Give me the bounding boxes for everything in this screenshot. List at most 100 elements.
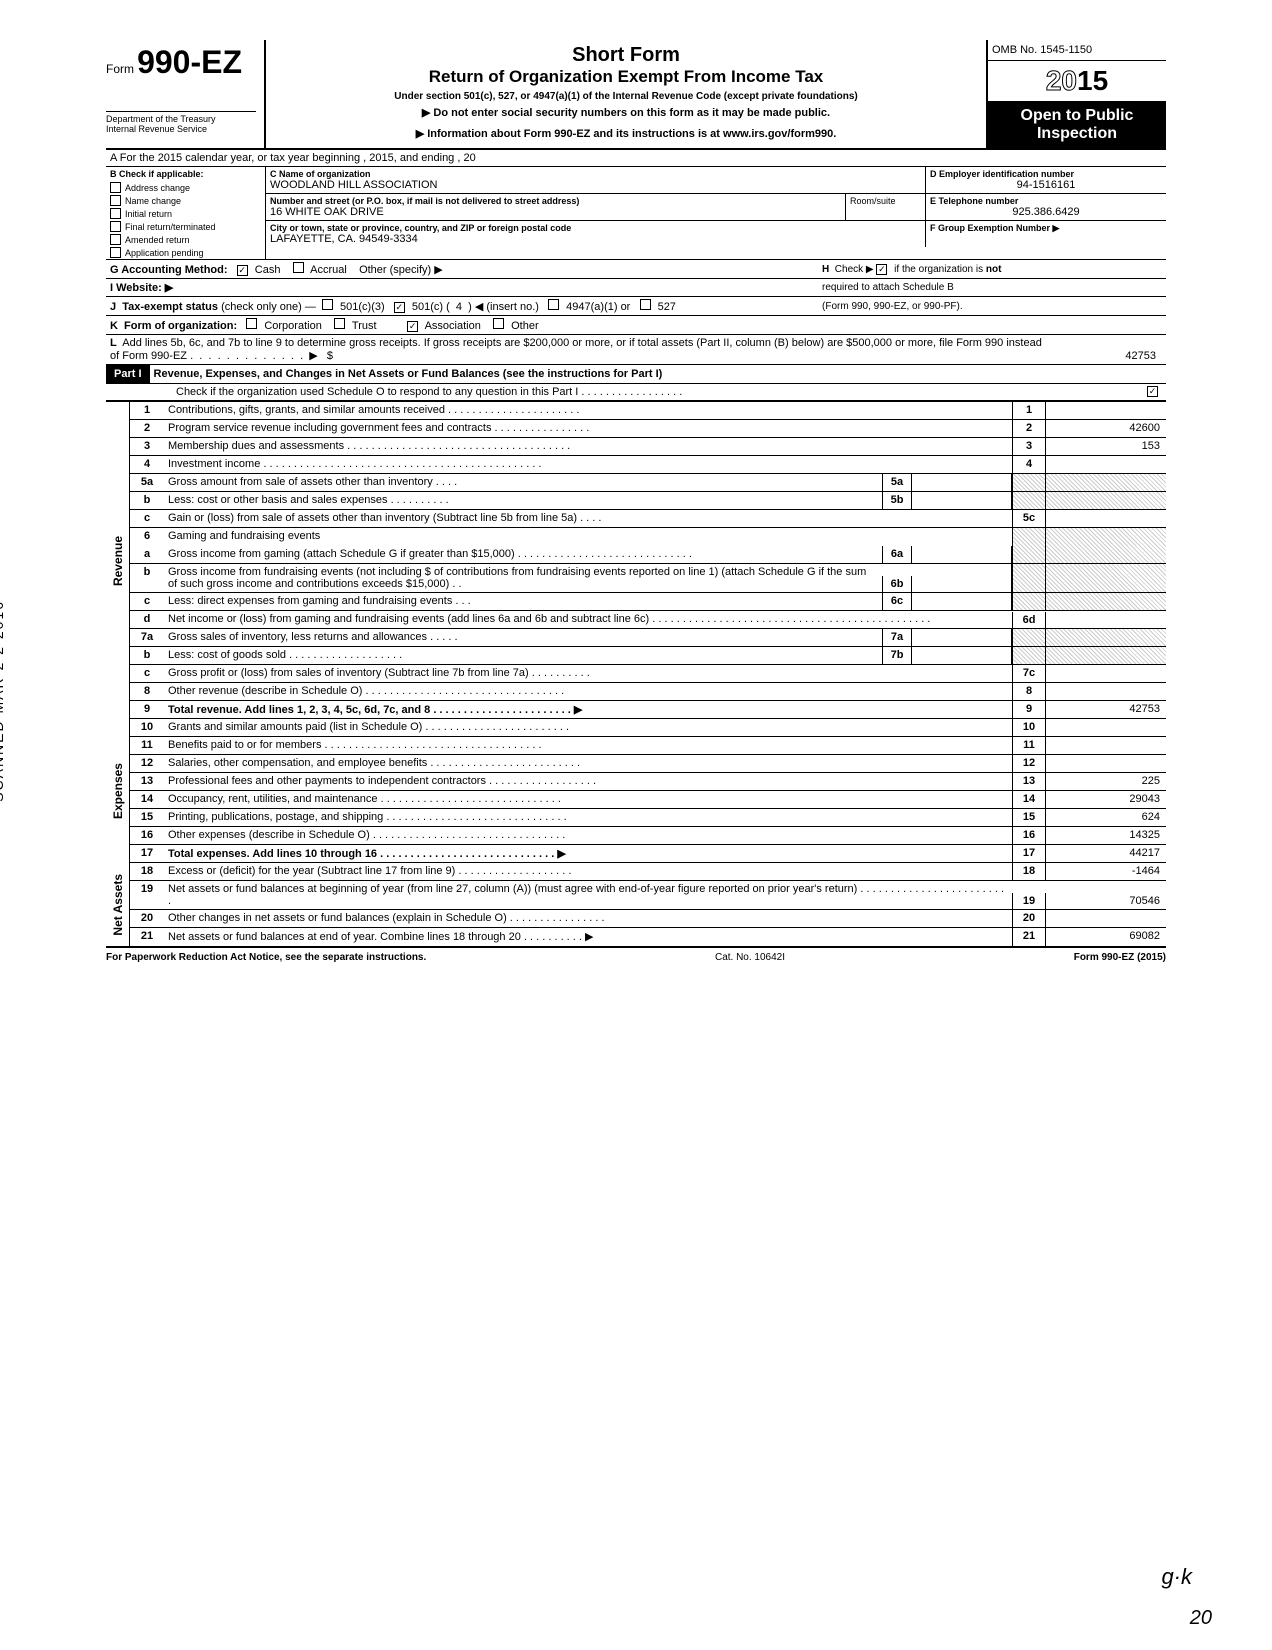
header-left: Form 990-EZ Department of the Treasury I… xyxy=(106,40,266,148)
part1-sub: Check if the organization used Schedule … xyxy=(106,384,1166,401)
line-12: 12Salaries, other compensation, and empl… xyxy=(130,755,1166,773)
side-stamp: SCANNED MAR 2 2 2016 xyxy=(0,600,6,802)
line-14: 14Occupancy, rent, utilities, and mainte… xyxy=(130,791,1166,809)
expenses-block: Expenses 10Grants and similar amounts pa… xyxy=(106,719,1166,863)
footer-right: Form 990-EZ (2015) xyxy=(1074,952,1166,963)
cb-4947[interactable] xyxy=(548,299,559,310)
line-j: J Tax-exempt status (check only one) — 5… xyxy=(106,297,1166,316)
title-main: Short Form xyxy=(274,44,978,67)
cb-assoc[interactable] xyxy=(407,321,418,332)
open-public-badge: Open to Public Inspection xyxy=(988,101,1166,148)
line-5a: 5aGross amount from sale of assets other… xyxy=(130,474,1166,492)
line-2: 2Program service revenue including gover… xyxy=(130,420,1166,438)
ein-cell: D Employer identification number 94-1516… xyxy=(926,167,1166,193)
page-footer: For Paperwork Reduction Act Notice, see … xyxy=(106,948,1166,967)
line-7a: 7aGross sales of inventory, less returns… xyxy=(130,629,1166,647)
part1-label: Part I xyxy=(106,365,150,383)
line-5b: bLess: cost or other basis and sales exp… xyxy=(130,492,1166,510)
line-20: 20Other changes in net assets or fund ba… xyxy=(130,910,1166,928)
cb-h[interactable] xyxy=(876,264,887,275)
line-11: 11Benefits paid to or for members . . . … xyxy=(130,737,1166,755)
tax-year: 2015 xyxy=(988,61,1166,101)
cb-initial-return[interactable]: Initial return xyxy=(106,207,265,220)
city-value: LAFAYETTE, CA. 94549-3334 xyxy=(270,233,921,245)
part1-title: Revenue, Expenses, and Changes in Net As… xyxy=(150,366,1166,382)
address-value: 16 WHITE OAK DRIVE xyxy=(270,206,841,218)
footer-left: For Paperwork Reduction Act Notice, see … xyxy=(106,952,426,963)
cb-amended-return[interactable]: Amended return xyxy=(106,233,265,246)
cb-final-return[interactable]: Final return/terminated xyxy=(106,220,265,233)
line-7c: cGross profit or (loss) from sales of in… xyxy=(130,665,1166,683)
title-sub: Return of Organization Exempt From Incom… xyxy=(274,67,978,87)
line-17: 17Total expenses. Add lines 10 through 1… xyxy=(130,845,1166,863)
line-4: 4Investment income . . . . . . . . . . .… xyxy=(130,456,1166,474)
cb-name-change[interactable]: Name change xyxy=(106,194,265,207)
info-line-2: Information about Form 990-EZ and its in… xyxy=(274,123,978,144)
section-bcdef: B Check if applicable: Address change Na… xyxy=(106,167,1166,260)
line-g: G Accounting Method: Cash Accrual Other … xyxy=(106,260,1166,279)
checkbox-icon xyxy=(110,221,121,232)
checkbox-icon xyxy=(110,234,121,245)
cb-trust[interactable] xyxy=(334,318,345,329)
form-number: 990-EZ xyxy=(137,44,242,80)
line-l: L Add lines 5b, 6c, and 7b to line 9 to … xyxy=(106,335,1166,365)
line-16: 16Other expenses (describe in Schedule O… xyxy=(130,827,1166,845)
checkbox-icon xyxy=(110,208,121,219)
line-6a: aGross income from gaming (attach Schedu… xyxy=(130,546,1166,564)
cb-schedule-o[interactable] xyxy=(1147,386,1158,397)
line-l-value: 42753 xyxy=(1042,350,1162,362)
ein-value: 94-1516161 xyxy=(930,179,1162,191)
dept-treasury: Department of the Treasury Internal Reve… xyxy=(106,111,256,134)
title-small: Under section 501(c), 527, or 4947(a)(1)… xyxy=(274,91,978,102)
line-a: A For the 2015 calendar year, or tax yea… xyxy=(106,150,1166,167)
header-right: OMB No. 1545-1150 2015 Open to Public In… xyxy=(986,40,1166,148)
org-name-cell: C Name of organization WOODLAND HILL ASS… xyxy=(266,167,926,193)
line-18: 18Excess or (deficit) for the year (Subt… xyxy=(130,863,1166,881)
cb-corp[interactable] xyxy=(246,318,257,329)
city-cell: City or town, state or province, country… xyxy=(266,221,926,247)
line-k: K Form of organization: Corporation Trus… xyxy=(106,316,1166,335)
info-line-1: Do not enter social security numbers on … xyxy=(274,102,978,123)
line-19: 19Net assets or fund balances at beginni… xyxy=(130,881,1166,910)
section-b-head: B Check if applicable: xyxy=(106,167,265,181)
cb-application-pending[interactable]: Application pending xyxy=(106,246,265,259)
part1-header: Part I Revenue, Expenses, and Changes in… xyxy=(106,365,1166,384)
line-8: 8Other revenue (describe in Schedule O) … xyxy=(130,683,1166,701)
header-center: Short Form Return of Organization Exempt… xyxy=(266,40,986,148)
section-cdef: C Name of organization WOODLAND HILL ASS… xyxy=(266,167,1166,259)
cb-501c[interactable] xyxy=(394,302,405,313)
netassets-block: Net Assets 18Excess or (deficit) for the… xyxy=(106,863,1166,948)
checkbox-icon xyxy=(110,247,121,258)
line-6b: bGross income from fundraising events (n… xyxy=(130,564,1166,593)
cb-527[interactable] xyxy=(640,299,651,310)
checkbox-icon xyxy=(110,195,121,206)
line-21: 21Net assets or fund balances at end of … xyxy=(130,928,1166,946)
footer-center: Cat. No. 10642I xyxy=(715,952,785,963)
revenue-block: Revenue 1Contributions, gifts, grants, a… xyxy=(106,401,1166,719)
line-6d: dNet income or (loss) from gaming and fu… xyxy=(130,611,1166,629)
line-7b: bLess: cost of goods sold . . . . . . . … xyxy=(130,647,1166,665)
line-h: H Check ▶ if the organization is not xyxy=(822,264,1162,275)
group-exemption-cell: F Group Exemption Number ▶ xyxy=(926,221,1166,247)
form-header: Form 990-EZ Department of the Treasury I… xyxy=(106,40,1166,150)
line-5c: cGain or (loss) from sale of assets othe… xyxy=(130,510,1166,528)
line-15: 15Printing, publications, postage, and s… xyxy=(130,809,1166,827)
line-6c: cLess: direct expenses from gaming and f… xyxy=(130,593,1166,611)
address-cell: Number and street (or P.O. box, if mail … xyxy=(266,194,846,220)
section-b: B Check if applicable: Address change Na… xyxy=(106,167,266,259)
cb-accrual[interactable] xyxy=(293,262,304,273)
cb-address-change[interactable]: Address change xyxy=(106,181,265,194)
omb-number: OMB No. 1545-1150 xyxy=(988,40,1166,61)
line-1: 1Contributions, gifts, grants, and simil… xyxy=(130,402,1166,420)
line-i: I Website: ▶ required to attach Schedule… xyxy=(106,279,1166,297)
cb-501c3[interactable] xyxy=(322,299,333,310)
netassets-label: Net Assets xyxy=(111,874,125,936)
org-name: WOODLAND HILL ASSOCIATION xyxy=(270,179,921,191)
line-3: 3Membership dues and assessments . . . .… xyxy=(130,438,1166,456)
cb-other-org[interactable] xyxy=(493,318,504,329)
cb-cash[interactable] xyxy=(237,265,248,276)
signature-mark: g·k xyxy=(1161,1564,1192,1590)
form-prefix: Form xyxy=(106,62,134,76)
line-6: 6Gaming and fundraising events xyxy=(130,528,1166,546)
room-cell: Room/suite xyxy=(846,194,926,220)
